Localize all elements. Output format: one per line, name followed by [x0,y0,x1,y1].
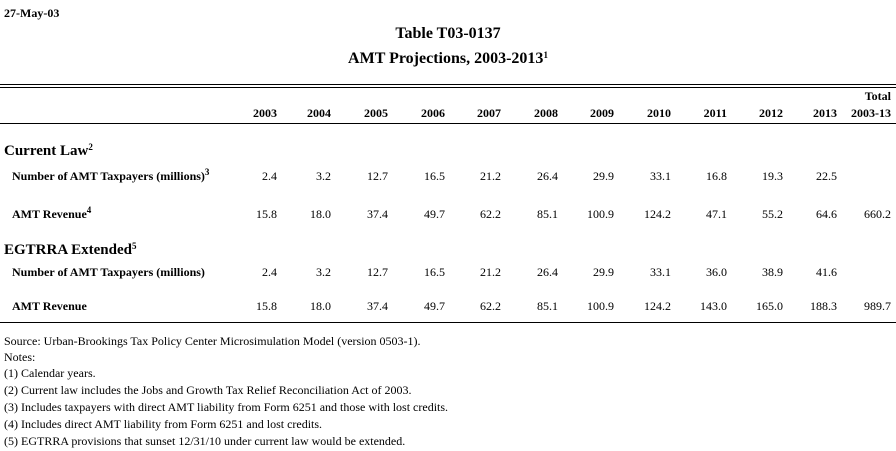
cell: 49.7 [424,207,445,221]
cell: 64.6 [816,207,837,221]
cell: 2.4 [262,265,277,279]
cell: 165.0 [756,299,783,313]
column-header: 2003 [253,106,277,120]
cell: 49.7 [424,299,445,313]
column-header: 2011 [703,106,727,120]
footnote-mark: 5 [131,241,137,251]
cell: 989.7 [864,299,891,313]
cell: 18.0 [310,299,331,313]
note: (2) Current law includes the Jobs and Gr… [4,383,412,397]
cell: 18.0 [310,207,331,221]
rule [0,84,896,85]
column-header: 2008 [534,106,558,120]
cell: 3.2 [316,169,331,183]
cell: 29.9 [593,265,614,279]
source: Source: Urban-Brookings Tax Policy Cente… [4,334,421,348]
column-header: 2013 [813,106,837,120]
column-header: 2010 [647,106,671,120]
column-header: 2004 [307,106,331,120]
cell: 62.2 [480,299,501,313]
footnote-mark: 1 [543,50,548,60]
column-header: 2003-13 [851,106,891,120]
section-title: Current Law2 [4,142,93,160]
row-label: AMT Revenue [12,299,87,313]
rule [0,322,896,323]
cell: 2.4 [262,169,277,183]
cell: 85.1 [537,299,558,313]
column-header: 2009 [590,106,614,120]
cell: 15.8 [256,299,277,313]
footnote-mark: 2 [88,142,93,152]
cell: 143.0 [700,299,727,313]
cell: 26.4 [537,169,558,183]
cell: 33.1 [650,169,671,183]
column-header: Total [864,89,891,103]
cell: 16.5 [424,169,445,183]
cell: 100.9 [587,299,614,313]
notes-heading: Notes: [4,350,36,364]
footnote-mark: 4 [86,205,92,215]
cell: 37.4 [367,299,388,313]
note: (4) Includes direct AMT liability from F… [4,417,323,431]
cell: 36.0 [706,265,727,279]
row-label: Number of AMT Taxpayers (millions)3 [12,167,210,184]
note: (5) EGTRRA provisions that sunset 12/31/… [4,434,406,448]
note: (1) Calendar years. [4,366,96,380]
column-header: 2006 [421,106,445,120]
table-id: Table T03-0137 [395,25,501,42]
cell: 21.2 [480,169,501,183]
cell: 660.2 [864,207,891,221]
cell: 37.4 [367,207,388,221]
footnote-mark: 3 [204,167,210,177]
section-title: EGTRRA Extended5 [4,241,137,259]
cell: 55.2 [762,207,783,221]
cell: 124.2 [644,207,671,221]
cell: 41.6 [816,265,837,279]
cell: 12.7 [367,265,388,279]
cell: 62.2 [480,207,501,221]
cell: 16.8 [706,169,727,183]
rule [0,123,896,124]
column-header: 2012 [759,106,783,120]
column-header: 2007 [477,106,501,120]
cell: 3.2 [316,265,331,279]
row-label: AMT Revenue4 [12,205,92,222]
column-header: 2005 [364,106,388,120]
rule [0,87,896,88]
cell: 16.5 [424,265,445,279]
cell: 47.1 [706,207,727,221]
cell: 26.4 [537,265,558,279]
row-label: Number of AMT Taxpayers (millions) [12,265,205,279]
cell: 38.9 [762,265,783,279]
cell: 100.9 [587,207,614,221]
cell: 85.1 [537,207,558,221]
cell: 22.5 [816,169,837,183]
note: (3) Includes taxpayers with direct AMT l… [4,400,449,414]
cell: 124.2 [644,299,671,313]
cell: 29.9 [593,169,614,183]
cell: 33.1 [650,265,671,279]
cell: 21.2 [480,265,501,279]
date: 27-May-03 [4,6,60,20]
cell: 19.3 [762,169,783,183]
cell: 188.3 [810,299,837,313]
cell: 12.7 [367,169,388,183]
table-title: AMT Projections, 2003-20131 [348,50,548,67]
cell: 15.8 [256,207,277,221]
